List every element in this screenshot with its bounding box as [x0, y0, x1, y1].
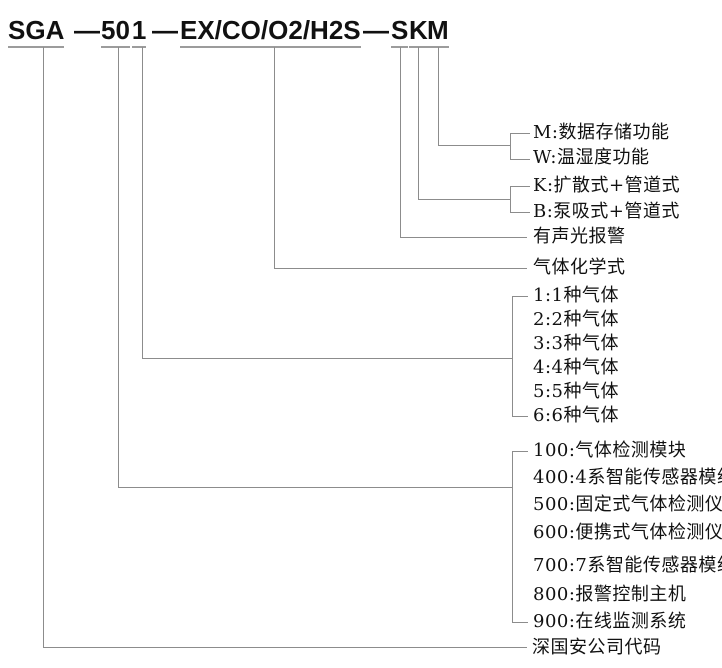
bracket-series-vertical: [512, 451, 513, 623]
bracket-gas-vertical: [512, 296, 513, 417]
connector-vertical-gases: [274, 47, 275, 269]
connector-horizontal-50: [118, 487, 512, 488]
connector-vertical-1: [142, 47, 143, 359]
connector-vertical-k: [418, 47, 419, 200]
bracket-kb-vertical: [510, 186, 511, 213]
bracket-mw-stub-top: [510, 133, 530, 134]
connector-vertical-sga: [43, 47, 44, 648]
label-gas-count-4: 4:4种气体: [533, 357, 619, 378]
label-gas-count-1: 1:1种气体: [533, 285, 619, 306]
code-suffix-s: S: [391, 15, 409, 48]
bracket-series-stub-top: [512, 451, 528, 452]
connector-horizontal-sga: [43, 647, 527, 648]
code-gases: EX/CO/O2/H2S: [180, 15, 361, 48]
label-b-pump: B:泵吸式+管道式: [533, 201, 680, 222]
connector-vertical-50: [118, 47, 119, 488]
label-m-storage: M:数据存储功能: [533, 122, 670, 143]
connector-horizontal-k: [418, 199, 510, 200]
bracket-mw-stub-bottom: [510, 159, 530, 160]
bracket-mw-vertical: [510, 133, 511, 160]
label-series-900: 900:在线监测系统: [533, 611, 687, 632]
label-alarm: 有声光报警: [533, 226, 626, 247]
label-gas-count-2: 2:2种气体: [533, 309, 619, 330]
label-series-400: 400:4系智能传感器模组: [533, 467, 722, 488]
label-gas-count-6: 6:6种气体: [533, 405, 619, 426]
bracket-gas-stub-top: [512, 296, 528, 297]
bracket-series-stub-bottom: [512, 622, 528, 623]
label-k-diffusion: K:扩散式+管道式: [533, 175, 681, 196]
connector-horizontal-s: [400, 237, 527, 238]
label-series-100: 100:气体检测模块: [533, 440, 687, 461]
bracket-kb-stub-top: [510, 186, 530, 187]
connector-horizontal-1: [142, 358, 512, 359]
connector-vertical-s: [400, 47, 401, 238]
code-series-part-1: 1: [131, 15, 147, 48]
code-suffix-m: M: [427, 15, 449, 48]
code-separator-2: —: [152, 15, 178, 45]
label-series-600: 600:便携式气体检测仪: [533, 522, 722, 543]
code-series-part-50: 50: [101, 15, 130, 48]
code-gases-text: EX/CO/O2/H2S: [180, 15, 361, 48]
code-prefix: SGA: [8, 15, 65, 48]
code-separator-1: —: [74, 15, 100, 45]
label-gas-count-5: 5:5种气体: [533, 381, 619, 402]
code-suffix-k: K: [409, 15, 428, 48]
code-prefix-text: SGA: [8, 15, 65, 48]
label-w-temp: W:温湿度功能: [533, 147, 650, 168]
label-series-700: 700:7系智能传感器模组: [533, 555, 722, 576]
code-separator-3: —: [363, 15, 389, 45]
code-series: 501: [101, 15, 147, 48]
code-suffix-m-text: M: [427, 15, 449, 48]
bracket-kb-stub-bottom: [510, 212, 530, 213]
connector-horizontal-m: [438, 145, 510, 146]
label-series-800: 800:报警控制主机: [533, 584, 687, 605]
code-suffix-s-text: S: [391, 15, 409, 48]
label-gas-formula: 气体化学式: [533, 257, 626, 278]
connector-horizontal-gases: [274, 268, 527, 269]
connector-vertical-m: [438, 47, 439, 146]
bracket-gas-stub-bottom: [512, 416, 528, 417]
code-suffix-k-text: K: [409, 15, 428, 48]
label-series-500: 500:固定式气体检测仪: [533, 494, 722, 515]
label-gas-count-3: 3:3种气体: [533, 333, 619, 354]
label-company-code: 深国安公司代码: [532, 637, 662, 658]
